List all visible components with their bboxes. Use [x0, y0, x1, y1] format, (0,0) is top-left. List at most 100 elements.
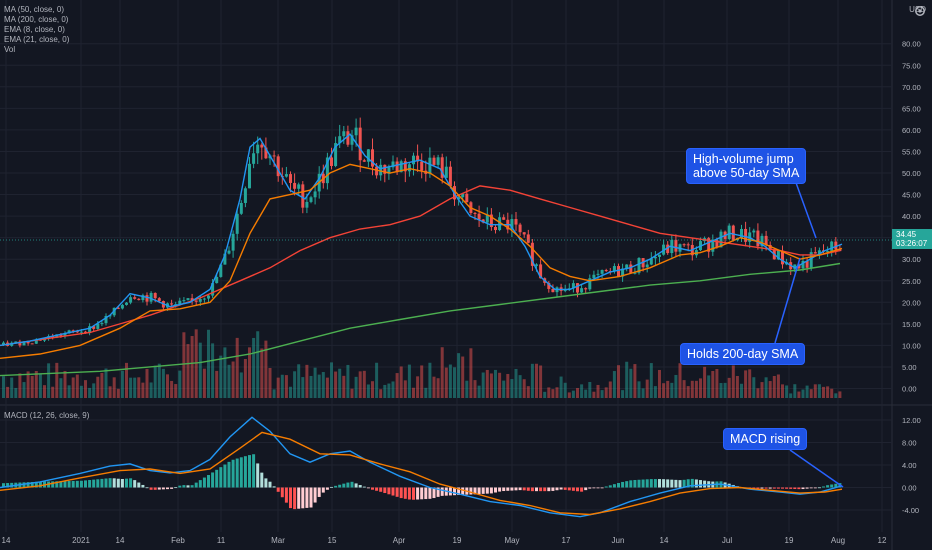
macd-hist-bar	[625, 481, 629, 488]
volume-bar	[223, 347, 227, 398]
macd-hist-bar	[690, 478, 694, 488]
volume-bar	[346, 364, 350, 398]
volume-bar	[412, 387, 415, 398]
candle-body	[571, 283, 575, 289]
volume-bar	[617, 365, 620, 398]
volume-bar	[592, 391, 596, 398]
volume-bar	[375, 362, 379, 398]
macd-hist-bar	[559, 487, 563, 490]
macd-hist-bar	[256, 463, 260, 488]
volume-bar	[47, 363, 51, 398]
candle-body	[305, 201, 309, 208]
volume-bar	[461, 356, 465, 398]
candle-body	[576, 283, 579, 293]
candle-body	[256, 144, 260, 154]
volume-bar	[744, 370, 748, 398]
candle-body	[190, 298, 194, 301]
macd-hist-bar	[166, 487, 169, 490]
candle-body	[137, 298, 141, 301]
candle-body	[379, 164, 383, 176]
volume-bar	[797, 391, 801, 398]
callout-volume-jump-line2: above 50-day SMA	[693, 166, 800, 180]
volume-bar	[502, 380, 506, 398]
macd-hist-bar	[674, 479, 678, 488]
candle-body	[592, 274, 596, 279]
macd-tick-label: 4.00	[902, 461, 917, 470]
legend-ma50[interactable]: MA (50, close, 0)	[4, 5, 65, 14]
candle-body	[420, 161, 424, 171]
macd-hist-bar	[563, 487, 567, 490]
macd-hist-bar	[530, 487, 534, 492]
volume-bar	[207, 329, 210, 398]
candle-body	[830, 241, 834, 251]
candle-body	[600, 270, 604, 274]
volume-bar	[645, 379, 649, 398]
candle-body	[510, 219, 514, 230]
macd-hist-bar	[789, 487, 793, 489]
macd-hist-bar	[805, 487, 809, 489]
macd-hist-bar	[55, 481, 59, 488]
volume-bar	[362, 370, 366, 398]
x-tick-label: 2021	[72, 536, 90, 545]
macd-hist-bar	[149, 487, 153, 490]
macd-hist-bar	[321, 487, 325, 493]
candle-body	[416, 155, 420, 162]
x-tick-label: Mar	[271, 536, 285, 545]
price-tick-label: 50.00	[902, 169, 921, 178]
legend-ema8[interactable]: EMA (8, close, 0)	[4, 25, 65, 34]
legend-vol[interactable]: Vol	[4, 45, 16, 54]
macd-hist-bar	[670, 479, 674, 488]
volume-bar	[55, 362, 59, 398]
volume-bar	[280, 374, 284, 398]
candle-body	[84, 331, 87, 333]
candle-body	[625, 264, 629, 269]
candle-body	[170, 303, 174, 305]
volume-bar	[407, 364, 411, 398]
macd-hist-bar	[227, 461, 231, 488]
volume-bar	[276, 377, 280, 398]
volume-bar	[6, 386, 10, 398]
volume-bar	[428, 362, 432, 398]
candle-body	[194, 300, 198, 302]
volume-bar	[514, 368, 518, 398]
macd-histogram	[2, 454, 842, 510]
volume-bar	[379, 389, 383, 398]
volume-bar	[145, 368, 149, 398]
legend-ma200[interactable]: MA (200, close, 0)	[4, 15, 69, 24]
macd-hist-bar	[362, 486, 366, 488]
volume-bar	[10, 377, 14, 398]
legend-ema21[interactable]: EMA (21, close, 0)	[4, 35, 70, 44]
macd-hist-bar	[617, 483, 620, 488]
candle-body	[596, 273, 600, 275]
candle-body	[366, 149, 370, 162]
volume-bar	[198, 342, 202, 398]
x-tick-label: 17	[562, 536, 571, 545]
macd-hist-bar	[621, 481, 625, 488]
candle-body	[752, 230, 756, 233]
macd-hist-bar	[518, 487, 522, 491]
macd-line	[0, 416, 843, 518]
macd-hist-bar	[481, 487, 485, 494]
candle-body	[34, 339, 38, 344]
volume-bar	[215, 370, 219, 398]
candle-body	[674, 239, 678, 252]
volume-bar	[776, 374, 780, 398]
volume-bar	[649, 363, 653, 398]
candle-body	[153, 292, 157, 299]
price-tick-label: 15.00	[902, 320, 921, 329]
macd-hist-bar	[198, 480, 202, 488]
settings-gear-icon[interactable]	[913, 4, 927, 18]
volume-bar	[219, 355, 223, 398]
candle-body	[342, 131, 346, 137]
volume-bar	[424, 387, 428, 398]
volume-bar	[764, 377, 768, 398]
candle-body	[539, 264, 543, 279]
x-tick-label: Apr	[393, 536, 406, 545]
candle-body	[346, 131, 350, 145]
callout-sma200-pointer	[774, 257, 801, 344]
macd-hist-bar	[678, 480, 682, 488]
candle-body	[182, 300, 186, 302]
macd-legend[interactable]: MACD (12, 26, close, 9)	[4, 411, 90, 420]
candle-body	[202, 298, 206, 300]
